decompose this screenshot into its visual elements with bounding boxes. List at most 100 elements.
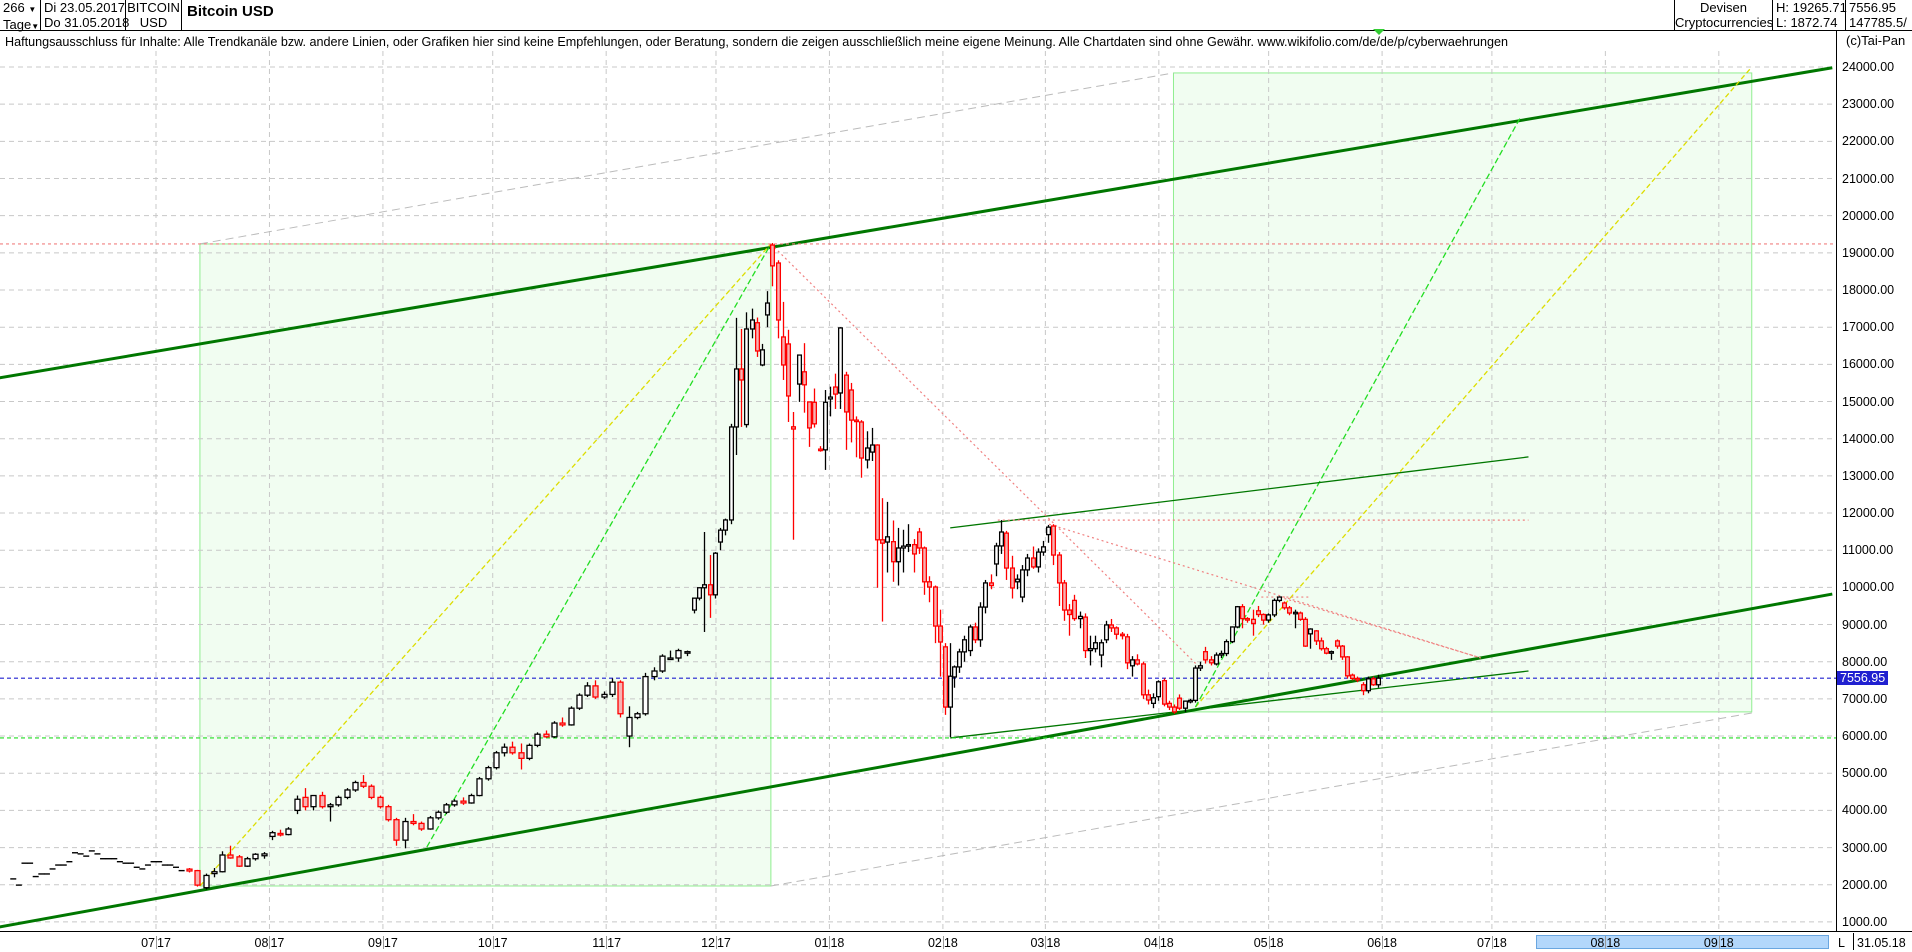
time-tick-month: 03: [1030, 936, 1045, 950]
candle-down: [1323, 648, 1330, 654]
candle-up: [864, 447, 871, 461]
candle-down: [780, 336, 787, 366]
time-tick-month: 09: [368, 936, 382, 950]
candle-down: [817, 448, 824, 452]
time-axis: [0, 931, 1912, 952]
candle-down: [277, 832, 284, 836]
price-tick-label: 2000.00: [1842, 877, 1888, 892]
dropdown-arrow-icon: ▼: [28, 5, 37, 14]
candle-up: [947, 675, 954, 708]
candle-down: [1255, 610, 1262, 616]
time-tick-month: 07: [1476, 936, 1491, 950]
trendline-box2-fan: [1194, 115, 1522, 708]
candle-down: [1009, 567, 1016, 589]
candle-down: [1113, 627, 1120, 635]
bar-count-dropdown[interactable]: 266 ▼: [3, 0, 37, 15]
candle-down: [194, 869, 201, 886]
candle-down: [1176, 697, 1183, 709]
price-tick-label: 13000.00: [1842, 468, 1895, 483]
candle-down: [186, 868, 193, 872]
candle-down: [801, 371, 808, 386]
candle-down: [1071, 599, 1078, 620]
candle-up: [1229, 626, 1236, 643]
price-tick-label: 12000.00: [1842, 506, 1895, 521]
scale-mode-label[interactable]: L: [1838, 936, 1845, 950]
trendline-upper-channel: [0, 66, 1833, 380]
candle-down: [518, 752, 525, 760]
disclaimer-text: Haftungsausschluss für Inhalte: Alle Tre…: [5, 35, 1509, 49]
price-tick-label: 16000.00: [1842, 357, 1895, 372]
future-range-scrollbar[interactable]: [1535, 935, 1829, 949]
time-tick-mark: [1158, 936, 1160, 949]
period-dropdown[interactable]: Tage▼: [3, 17, 40, 32]
candle-down: [811, 401, 818, 425]
time-tick-mark: [1718, 936, 1720, 949]
date-from[interactable]: Di 23.05.2017: [44, 0, 125, 15]
candle-up: [712, 552, 719, 596]
candle-up: [352, 781, 359, 791]
candle-up: [485, 767, 492, 780]
price-tick-label: 24000.00: [1842, 60, 1895, 74]
date-to[interactable]: Do 31.05.2018: [44, 15, 130, 30]
time-tick-mark: [1382, 936, 1384, 949]
time-tick-year: 18: [1719, 936, 1734, 950]
candle-up: [252, 853, 259, 860]
price-tick-label: 17000.00: [1842, 320, 1895, 335]
symbol-code: BITCOIN: [127, 0, 180, 15]
candle-down: [1239, 606, 1246, 620]
candle-down: [879, 539, 886, 544]
time-tick-year: 18: [1383, 936, 1397, 950]
time-tick-month: 01: [814, 936, 829, 950]
candle-up: [749, 319, 756, 330]
price-tick-label: 9000.00: [1842, 617, 1888, 632]
candle-up: [1197, 665, 1204, 669]
time-tick-month: 08: [1590, 936, 1605, 950]
candle-up: [900, 545, 907, 549]
last-price-label: 7556.95: [1837, 671, 1889, 686]
candle-up: [1019, 569, 1026, 598]
candle-down: [1161, 680, 1168, 705]
price-tick-label: 10000.00: [1842, 580, 1895, 595]
projection-box: [1172, 72, 1753, 713]
candle-down: [1360, 684, 1367, 692]
candle-down: [707, 584, 714, 596]
candle-up: [1365, 678, 1372, 692]
candle-up: [1375, 677, 1382, 686]
dropdown-arrow-icon: ▼: [31, 22, 40, 31]
candle-up: [722, 519, 729, 531]
candle-up: [1098, 642, 1105, 656]
candle-down: [874, 444, 881, 541]
candle-up: [310, 794, 317, 808]
candle-up: [1234, 606, 1241, 628]
time-tick-mark: [715, 936, 717, 949]
candle-up: [905, 543, 912, 547]
candle-down: [418, 822, 425, 830]
candle-down: [1119, 633, 1126, 637]
candle-up: [675, 649, 682, 659]
candle-down: [1370, 678, 1377, 686]
candle-down: [1349, 674, 1356, 680]
candle-down: [1066, 609, 1073, 616]
candle-down: [543, 733, 550, 738]
candle-up: [576, 694, 583, 709]
trendline-downtrend-steep: [770, 243, 1200, 668]
candle-down: [385, 806, 392, 821]
copyright-label: (c)Tai-Pan: [1846, 33, 1906, 48]
candle-up: [601, 693, 608, 698]
date-range-cell[interactable]: Di 23.05.2017 Do 31.05.2018: [41, 0, 130, 30]
candle-down: [559, 722, 566, 726]
trendline-triangle-upper: [950, 456, 1529, 529]
candle-up: [451, 800, 458, 806]
candle-up: [1077, 615, 1084, 620]
candle-down: [1334, 640, 1341, 647]
candle-up: [998, 531, 1005, 547]
candle-down: [319, 794, 326, 808]
candle-down: [1124, 636, 1131, 664]
candle-down: [1171, 706, 1178, 713]
time-tick-year: 17: [383, 936, 398, 950]
time-tick-year: 18: [1159, 936, 1174, 950]
candle-down: [932, 586, 939, 627]
candle-down: [393, 819, 400, 841]
candle-up: [476, 778, 483, 797]
